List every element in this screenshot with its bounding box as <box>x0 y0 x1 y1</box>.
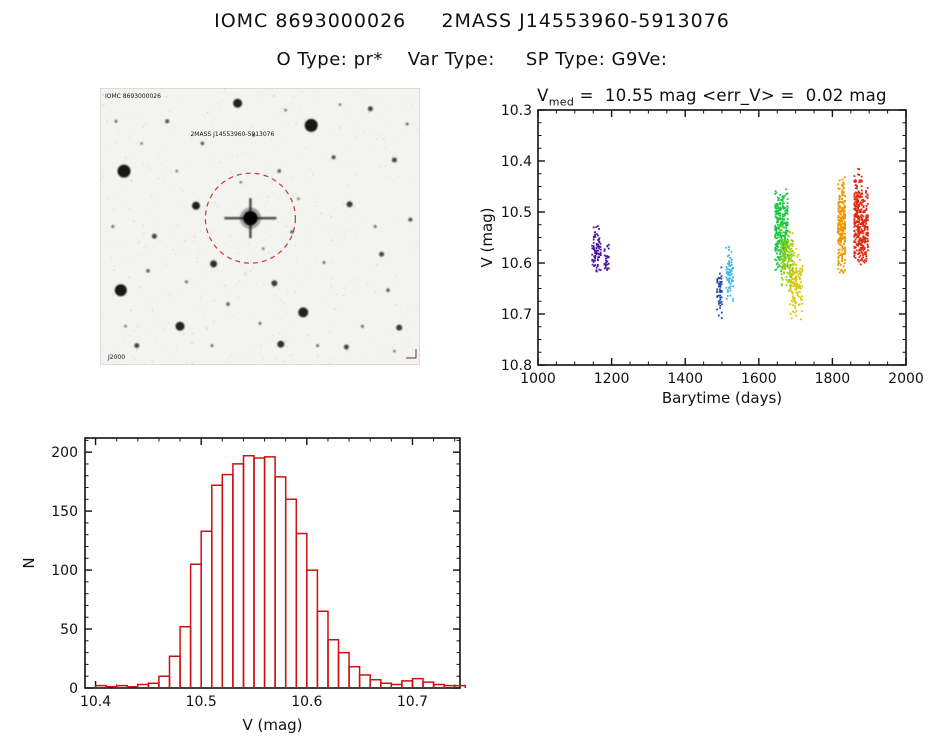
lightcurve-title: Vmed = 10.55 mag <err_V> = 0.02 mag <box>480 86 944 108</box>
y-axis-label: V (mag) <box>480 207 496 267</box>
lightcurve-axes: 1000 1200 1400 1600 1800 2000 10.3 10.4 10.5 10.6… <box>480 103 924 407</box>
y-tick-label: 10.4 <box>501 154 532 170</box>
y-tick-label: 10.7 <box>501 307 532 323</box>
x-tick-label: 2000 <box>888 371 924 387</box>
y-tick-label: 10.3 <box>501 103 532 119</box>
x-tick-label: 1400 <box>667 371 703 387</box>
x-tick-label: 10.4 <box>80 694 111 710</box>
y-tick-label: 10.5 <box>501 205 532 221</box>
x-axis-label: V (mag) <box>242 716 302 734</box>
vmed-value-text: = 10.55 mag <err_V> = 0.02 mag <box>574 86 887 105</box>
x-tick-label: 10.6 <box>291 694 322 710</box>
lightcurve-plot: 1000 1200 1400 1600 1800 2000 10.3 10.4 10.5 10.6… <box>480 103 924 407</box>
y-tick-label: 100 <box>51 563 78 579</box>
x-tick-label: 1800 <box>815 371 851 387</box>
target-star <box>224 198 277 239</box>
histogram-plot: 10.4 10.5 10.6 10.7 0 50 100 150 200 V (mag) N <box>20 437 467 734</box>
page-subtitle: O Type: pr* Var Type: SP Type: G9Ve: <box>276 49 668 70</box>
chart-annotation-center: 2MASS J14553960-5913076 <box>190 131 274 138</box>
chart-annotation-top-left: IOMC 8693000026 <box>105 93 161 100</box>
image-noise <box>100 88 420 365</box>
x-tick-label: 1000 <box>520 371 556 387</box>
page-title: IOMC 8693000026 2MASS J14553960-5913076 <box>214 10 730 32</box>
y-axis-label: N <box>20 557 38 568</box>
lightcurve-data-points <box>591 167 869 321</box>
y-tick-label: 10.6 <box>501 256 532 272</box>
x-tick-label: 10.7 <box>397 694 428 710</box>
y-tick-label: 150 <box>51 504 78 520</box>
corner-mark <box>406 349 417 359</box>
x-axis-label: Barytime (days) <box>662 389 782 407</box>
finding-chart-image: IOMC 8693000026 2MASS J14553960-5913076 J2… <box>100 88 420 365</box>
chart-annotation-bottom-left: J2000 <box>107 354 125 361</box>
y-tick-label: 0 <box>69 681 78 697</box>
target-aperture-circle <box>204 172 296 264</box>
x-tick-label: 1600 <box>741 371 777 387</box>
sky-background <box>100 88 420 365</box>
x-tick-label: 10.5 <box>186 694 217 710</box>
y-tick-label: 50 <box>60 622 78 638</box>
field-stars <box>111 98 413 353</box>
vmed-subscript: med <box>548 95 575 109</box>
y-tick-label: 200 <box>51 445 78 461</box>
histogram-bars <box>94 454 467 688</box>
histogram-axes: 10.4 10.5 10.6 10.7 0 50 100 150 200 V (mag) N <box>20 437 461 734</box>
vmed-symbol: V <box>537 86 549 105</box>
y-tick-label: 10.8 <box>501 358 532 374</box>
x-tick-label: 1200 <box>594 371 630 387</box>
